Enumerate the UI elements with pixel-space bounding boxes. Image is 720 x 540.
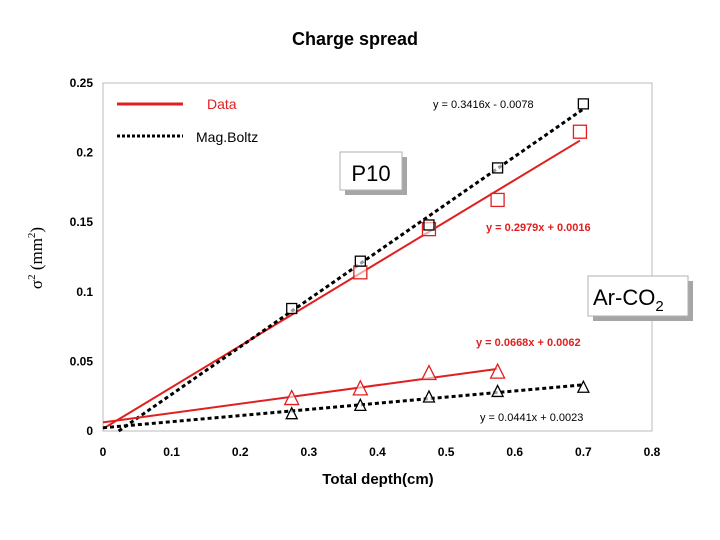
x-tick-label: 0.7 <box>575 445 592 459</box>
p10-label-box: P10 <box>339 151 407 195</box>
x-tick-label: 0.3 <box>301 445 318 459</box>
y-tick-labels: 0 0.05 0.1 0.15 0.2 0.25 <box>70 76 94 438</box>
eq-arco2-magboltz: y = 0.0441x + 0.0023 <box>480 412 583 424</box>
x-tick-label: 0.2 <box>232 445 249 459</box>
data-markers <box>283 98 590 420</box>
square-marker <box>354 255 366 267</box>
fit-line-p10-magboltz <box>117 107 585 433</box>
y-tick-label: 0.25 <box>70 76 94 90</box>
square-marker <box>353 265 368 280</box>
fit-line-p10-data <box>102 139 581 430</box>
x-axis-label: Total depth(cm) <box>322 471 433 488</box>
y-tick-label: 0.1 <box>76 285 93 299</box>
triangle-marker <box>576 379 590 393</box>
eq-p10-data: y = 0.2979x + 0.0016 <box>486 222 591 234</box>
legend-magboltz-label: Mag.Boltz <box>196 129 258 145</box>
x-tick-label: 0 <box>100 445 107 459</box>
y-label-symbol: σ <box>27 280 46 289</box>
triangle-marker <box>489 362 506 379</box>
triangle-marker <box>283 389 300 406</box>
triangle-marker <box>420 364 438 381</box>
triangle-marker <box>285 406 299 420</box>
eq-p10-magboltz: y = 0.3416x - 0.0078 <box>433 99 534 111</box>
x-tick-label: 0.8 <box>644 445 661 459</box>
square-marker <box>577 98 590 110</box>
arco2-label-sub: 2 <box>655 298 663 315</box>
legend: Data Mag.Boltz <box>117 96 258 145</box>
fit-line-ar-co2-magboltz <box>102 383 584 430</box>
x-tick-label: 0.4 <box>369 445 386 459</box>
square-marker <box>572 124 588 139</box>
triangle-marker <box>352 379 369 396</box>
chart-title: Charge spread <box>292 29 418 49</box>
p10-box <box>339 151 403 191</box>
y-label-close: ) <box>27 227 46 233</box>
svg-text:σ2 (mm2): σ2 (mm2) <box>26 227 46 289</box>
x-tick-label: 0.1 <box>163 445 180 459</box>
triangle-marker <box>491 383 505 398</box>
square-marker <box>423 219 435 231</box>
square-marker <box>491 162 504 174</box>
x-tick-labels: 0 0.1 0.2 0.3 0.4 0.5 0.6 0.7 0.8 <box>100 445 661 459</box>
arco2-label-box: Ar-CO2 <box>587 275 693 321</box>
y-label-unit: (mm <box>27 238 46 274</box>
y-label-sup: 2 <box>26 274 38 280</box>
x-tick-label: 0.6 <box>506 445 523 459</box>
y-tick-label: 0 <box>86 424 93 438</box>
y-tick-label: 0.15 <box>70 215 94 229</box>
y-label-unit-sup: 2 <box>26 233 38 239</box>
p10-label: P10 <box>351 161 390 186</box>
x-tick-label: 0.5 <box>438 445 455 459</box>
legend-data-label: Data <box>207 96 237 112</box>
y-axis-label: σ2 (mm2) <box>26 227 46 289</box>
square-marker <box>286 302 298 315</box>
y-tick-label: 0.2 <box>76 146 93 160</box>
eq-arco2-data: y = 0.0668x + 0.0062 <box>476 337 581 349</box>
arco2-label: Ar-CO2 <box>593 285 664 315</box>
square-marker <box>490 192 505 208</box>
triangle-marker <box>422 389 436 403</box>
arco2-label-main: Ar-CO <box>593 285 655 310</box>
y-tick-label: 0.05 <box>70 354 94 368</box>
triangle-marker <box>353 397 367 411</box>
arco2-box <box>587 275 689 317</box>
